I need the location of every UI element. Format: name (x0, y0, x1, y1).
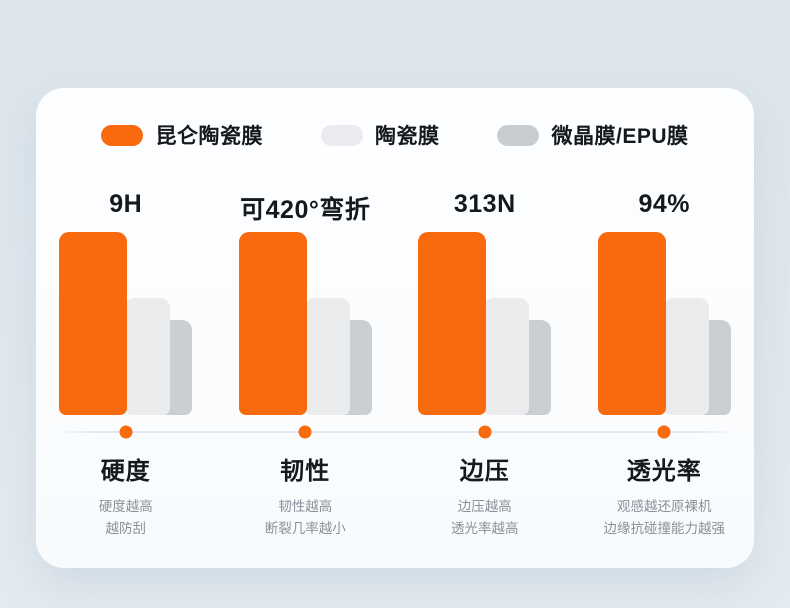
legend: 昆仑陶瓷膜 陶瓷膜 微晶膜/EPU膜 (36, 122, 754, 148)
category-group-light-transmittance: 透光率 观感越还原裸机 边缘抗碰撞能力越强 (575, 449, 755, 539)
bar-ceramic (304, 298, 350, 415)
category-label: 透光率 (626, 458, 702, 485)
description-line: 硬度越高 (98, 499, 153, 514)
chart-group-light-transmittance: 94% (575, 190, 755, 415)
legend-swatch (101, 124, 144, 146)
category-group-edge-pressure: 边压 边压越高 透光率越高 (395, 449, 575, 539)
category-labels-row: 硬度 硬度越高 越防刮 韧性 韧性越高 断裂几率越小 边压 边压越高 透光率越高 (36, 449, 754, 539)
category-group-hardness: 硬度 硬度越高 越防刮 (36, 449, 216, 539)
value-label: 313N (453, 190, 516, 218)
category-label: 硬度 (100, 458, 151, 485)
category-description: 韧性越高 断裂几率越小 (265, 496, 346, 539)
bar-kunlun (418, 232, 487, 415)
legend-item-epu: 微晶膜/EPU膜 (497, 120, 688, 150)
bar-kunlun (597, 232, 666, 415)
value-label: 94% (638, 190, 691, 218)
legend-item-kunlun: 昆仑陶瓷膜 (101, 120, 263, 150)
axis-dot (657, 425, 671, 439)
value-label: 9H (109, 190, 143, 218)
chart-group-edge-pressure: 313N (395, 190, 575, 415)
bar-ceramic (125, 298, 171, 415)
axis-line-row (36, 415, 754, 449)
bar-ceramic (484, 298, 530, 415)
category-description: 硬度越高 越防刮 (99, 496, 153, 539)
axis-line (54, 431, 736, 433)
description-line: 断裂几率越小 (264, 520, 346, 536)
description-line: 边压越高 (457, 499, 512, 514)
bar-chart: 9H 可420°弯折 313N (36, 190, 754, 415)
chart-group-toughness: 可420°弯折 (216, 190, 396, 415)
category-description: 边压越高 透光率越高 (451, 496, 519, 539)
legend-label: 微晶膜/EPU膜 (551, 125, 689, 148)
description-line: 观感越还原裸机 (617, 499, 712, 514)
description-line: 韧性越高 (278, 499, 333, 514)
category-label: 边压 (459, 458, 510, 485)
value-label: 可420°弯折 (240, 196, 371, 224)
description-line: 透光率越高 (451, 520, 519, 536)
bar-kunlun (59, 232, 128, 415)
bar-ceramic (663, 298, 709, 415)
legend-label: 陶瓷膜 (374, 125, 440, 148)
category-description: 观感越还原裸机 边缘抗碰撞能力越强 (604, 496, 726, 539)
legend-label: 昆仑陶瓷膜 (155, 125, 263, 148)
category-label: 韧性 (280, 458, 331, 485)
axis-dot (119, 425, 133, 439)
bar-group (418, 232, 552, 415)
bar-group (597, 232, 731, 415)
legend-item-ceramic: 陶瓷膜 (320, 120, 440, 150)
axis-dot (298, 425, 312, 439)
axis-dot (478, 425, 492, 439)
description-line: 越防刮 (105, 520, 147, 536)
comparison-card: 昆仑陶瓷膜 陶瓷膜 微晶膜/EPU膜 9H 可420°弯折 (36, 88, 754, 568)
bar-group (238, 232, 372, 415)
legend-swatch (497, 124, 540, 146)
category-group-toughness: 韧性 韧性越高 断裂几率越小 (216, 449, 396, 539)
chart-group-hardness: 9H (36, 190, 216, 415)
legend-swatch (320, 124, 363, 146)
bar-kunlun (238, 232, 307, 415)
bar-group (59, 232, 193, 415)
description-line: 边缘抗碰撞能力越强 (603, 520, 726, 536)
